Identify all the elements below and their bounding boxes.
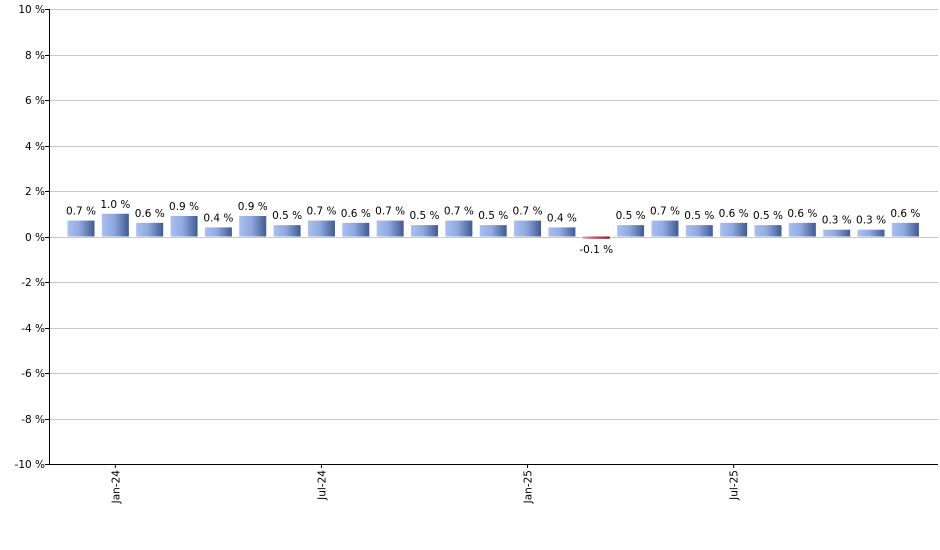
- data-labels: 0.7 % 1.0 % 0.6 % 0.9 % 0.4 % 0.9 % 0.5 % 0.7 %…: [66, 199, 920, 256]
- bar: [548, 227, 576, 237]
- data-label: 0.4 %: [203, 212, 233, 224]
- bar: [857, 229, 885, 237]
- x-tick-label: Jul-25: [729, 470, 741, 501]
- gridlines: [49, 9, 938, 420]
- bar: [891, 222, 919, 237]
- y-tick-label: -8 %: [21, 414, 45, 426]
- bar: [101, 213, 129, 237]
- y-tick-label: 4 %: [25, 141, 45, 153]
- bar: [376, 220, 404, 237]
- data-label: 0.7 %: [375, 206, 405, 218]
- y-tick-label: -6 %: [21, 368, 45, 380]
- y-tick-label: -2 %: [21, 277, 45, 289]
- bar: [617, 225, 645, 237]
- bar: [170, 216, 198, 237]
- bars: [67, 213, 919, 239]
- data-label: 0.7 %: [444, 206, 474, 218]
- data-label: 0.6 %: [341, 208, 371, 220]
- y-axis-ticks: 10 % 8 % 6 % 4 % 2 % 0 % -2 % -4 % -6 % -8 % -10 %: [15, 4, 49, 471]
- data-label: -0.1 %: [579, 244, 613, 256]
- y-tick-label: 0 %: [25, 232, 45, 244]
- y-tick-label: -4 %: [21, 323, 45, 335]
- bar: [651, 220, 679, 237]
- bar: [445, 220, 473, 237]
- data-label: 0.5 %: [616, 210, 646, 222]
- data-label: 0.4 %: [547, 212, 577, 224]
- data-label: 1.0 %: [100, 199, 130, 211]
- data-label: 0.9 %: [169, 201, 199, 213]
- bar: [273, 225, 301, 237]
- bar: [307, 220, 335, 237]
- y-tick-label: 10 %: [18, 4, 45, 16]
- data-label: 0.5 %: [409, 210, 439, 222]
- bar: [754, 225, 782, 237]
- data-label: 0.6 %: [787, 208, 817, 220]
- data-label: 0.7 %: [513, 206, 543, 218]
- data-label: 0.9 %: [238, 201, 268, 213]
- data-label: 0.3 %: [822, 215, 852, 227]
- data-label: 0.6 %: [135, 208, 165, 220]
- bar: [342, 222, 370, 237]
- data-label: 0.5 %: [272, 210, 302, 222]
- bar: [582, 236, 610, 239]
- data-label: 0.5 %: [478, 210, 508, 222]
- bar: [685, 225, 713, 237]
- axes: [49, 9, 938, 465]
- bar: [204, 227, 232, 237]
- data-label: 0.6 %: [890, 208, 920, 220]
- data-label: 0.5 %: [753, 210, 783, 222]
- y-tick-label: -10 %: [15, 459, 45, 471]
- bar: [67, 220, 95, 237]
- x-tick-label: Jan-24: [110, 470, 122, 505]
- bar: [788, 222, 816, 237]
- x-tick-label: Jan-25: [523, 470, 535, 504]
- data-label: 0.6 %: [719, 208, 749, 220]
- bar: [720, 222, 748, 237]
- data-label: 0.5 %: [684, 210, 714, 222]
- x-tick-label: Jul-24: [316, 470, 328, 501]
- data-label: 0.3 %: [856, 215, 886, 227]
- data-label: 0.7 %: [650, 206, 680, 218]
- data-label: 0.7 %: [306, 206, 336, 218]
- data-label: 0.7 %: [66, 206, 96, 218]
- bar: [514, 220, 542, 237]
- bar: [411, 225, 438, 237]
- y-tick-label: 2 %: [25, 186, 45, 198]
- bar: [136, 222, 164, 237]
- y-tick-label: 8 %: [25, 50, 45, 62]
- x-axis-ticks: Jan-24 Jul-24 Jan-25 Jul-25: [110, 464, 741, 505]
- bar: [479, 225, 507, 237]
- bar: [239, 216, 267, 237]
- y-tick-label: 6 %: [25, 95, 45, 107]
- bar: [823, 229, 851, 237]
